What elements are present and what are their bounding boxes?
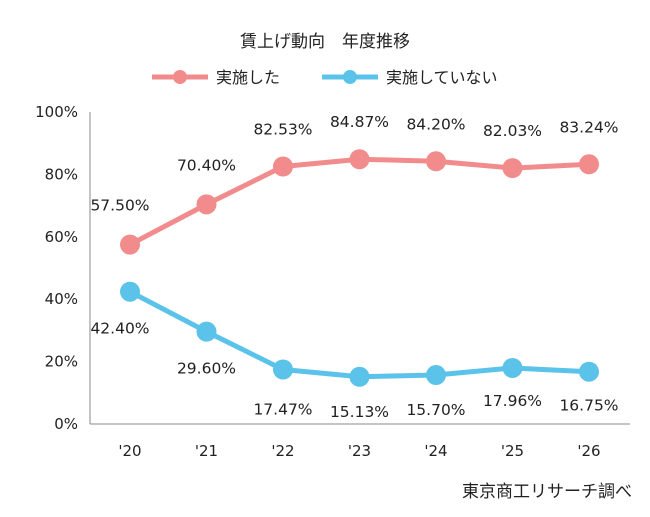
source-note: 東京商工リサーチ調べ [462, 482, 632, 502]
data-point [579, 154, 599, 175]
y-tick-label: 20% [45, 353, 78, 371]
data-label: 16.75% [559, 397, 618, 415]
legend-swatch-marker [343, 70, 357, 84]
series-group [120, 149, 599, 387]
data-point [273, 359, 293, 380]
data-point [120, 281, 140, 302]
data-point [502, 158, 523, 179]
data-label: 15.13% [330, 403, 389, 421]
x-tick-labels: '20 '21 '22 '23 '24 '25 '26 [118, 442, 600, 460]
data-label: 57.50% [90, 197, 149, 215]
data-label: 82.53% [253, 121, 312, 139]
data-label: 82.03% [483, 122, 542, 140]
y-tick-labels: 0% 20% 40% 60% 80% 100% [35, 103, 78, 433]
data-labels: 57.50% 70.40% 82.53% 84.87% 84.20% 82.03% 83.2… [90, 113, 618, 421]
legend: 実施した 実施していない [152, 68, 498, 87]
y-tick-label: 100% [35, 103, 78, 121]
data-label: 42.40% [90, 320, 149, 338]
data-point [196, 194, 217, 215]
x-tick-label: '20 [118, 442, 141, 460]
y-tick-label: 40% [45, 290, 78, 308]
data-point [120, 234, 140, 255]
x-tick-label: '25 [501, 442, 524, 460]
data-point [426, 151, 446, 172]
y-tick-label: 0% [54, 415, 78, 433]
legend-label: 実施していない [386, 68, 498, 87]
data-label: 15.70% [406, 401, 465, 419]
x-tick-label: '22 [271, 442, 294, 460]
data-label: 29.60% [177, 360, 236, 378]
data-label: 70.40% [177, 156, 236, 174]
data-point [426, 365, 446, 386]
chart-title: 賃上げ動向 年度推移 [240, 32, 410, 52]
y-tick-label: 80% [45, 165, 78, 183]
axes [89, 112, 630, 425]
data-point [579, 361, 599, 382]
data-point [502, 357, 523, 378]
x-tick-label: '23 [348, 442, 371, 460]
data-point [349, 366, 370, 387]
data-label: 84.87% [330, 113, 389, 131]
legend-label: 実施した [216, 68, 280, 87]
data-label: 83.24% [559, 118, 618, 136]
data-label: 84.20% [406, 115, 465, 133]
data-point [273, 156, 293, 177]
data-point [349, 149, 370, 170]
x-tick-label: '26 [577, 442, 600, 460]
legend-swatch-marker [173, 70, 187, 84]
y-tick-label: 60% [45, 228, 78, 246]
data-point [196, 321, 217, 342]
data-label: 17.47% [253, 400, 312, 418]
x-tick-label: '21 [195, 442, 218, 460]
x-tick-label: '24 [424, 442, 447, 460]
data-label: 17.96% [483, 392, 542, 410]
